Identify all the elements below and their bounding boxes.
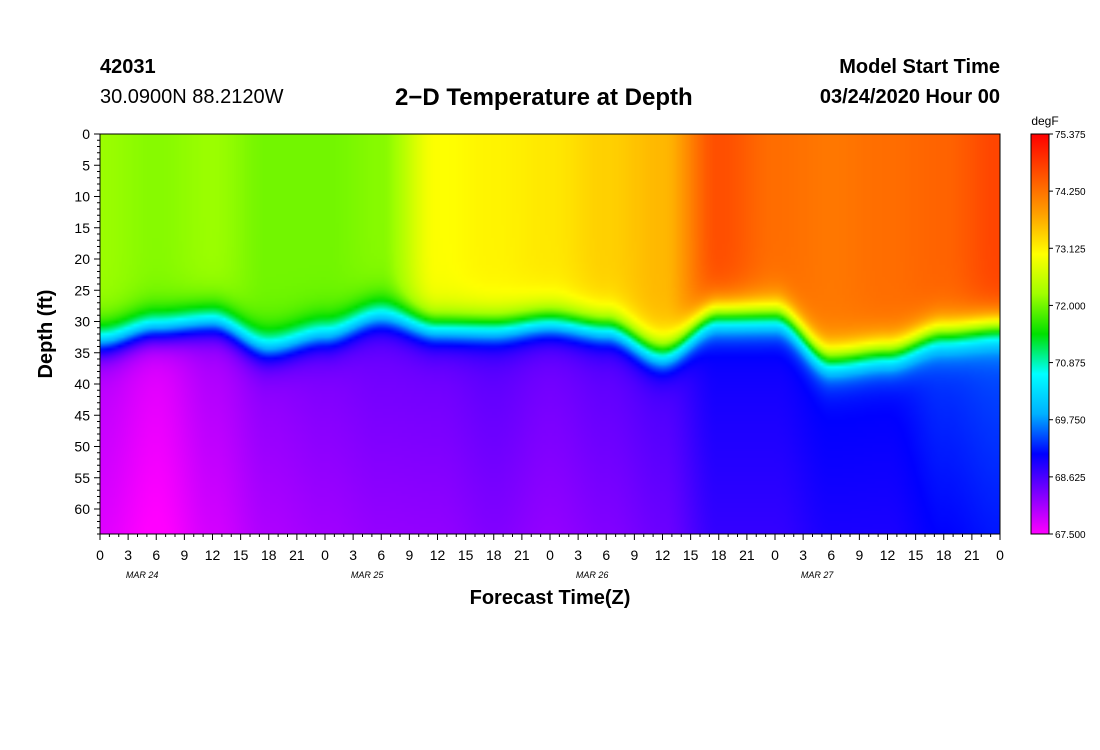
x-tick-label: 15 xyxy=(458,547,474,563)
day-label: MAR 26 xyxy=(576,570,609,580)
model-start-value: 03/24/2020 Hour 00 xyxy=(819,86,1000,108)
colorbar-tick-label: 75.375 xyxy=(1055,130,1086,141)
y-tick-label: 60 xyxy=(74,501,90,517)
y-tick-label: 25 xyxy=(74,282,90,298)
y-tick-label: 45 xyxy=(74,407,90,423)
heatmap-plot-area xyxy=(100,134,1000,534)
x-tick-label: 21 xyxy=(964,547,980,563)
x-tick-label: 18 xyxy=(486,547,502,563)
day-label: MAR 25 xyxy=(351,570,385,580)
x-tick-label: 15 xyxy=(908,547,924,563)
x-tick-label: 9 xyxy=(630,547,638,563)
colorbar-tick-label: 67.500 xyxy=(1055,530,1086,541)
day-label: MAR 24 xyxy=(126,570,159,580)
x-tick-label: 6 xyxy=(827,547,835,563)
colorbar-tick-label: 74.250 xyxy=(1055,187,1086,198)
y-tick-label: 5 xyxy=(82,157,90,173)
y-tick-label: 35 xyxy=(74,345,90,361)
x-tick-label: 3 xyxy=(799,547,807,563)
x-tick-label: 9 xyxy=(855,547,863,563)
station-coordinates: 30.0900N 88.2120W xyxy=(100,86,284,108)
x-axis-label: Forecast Time(Z) xyxy=(470,587,631,609)
x-tick-label: 3 xyxy=(349,547,357,563)
x-tick-label: 21 xyxy=(739,547,755,563)
x-tick-label: 18 xyxy=(711,547,727,563)
y-tick-label: 10 xyxy=(74,189,90,205)
y-tick-label: 50 xyxy=(74,439,90,455)
x-tick-label: 18 xyxy=(936,547,952,563)
x-tick-label: 6 xyxy=(602,547,610,563)
colorbar: 75.375 74.250 73.125 72.000 70.875 69.750 68.6… xyxy=(1030,130,1086,541)
x-tick-label: 6 xyxy=(152,547,160,563)
model-start-label: Model Start Time xyxy=(839,56,1000,78)
x-tick-label: 6 xyxy=(377,547,385,563)
x-tick-label: 15 xyxy=(233,547,249,563)
heatmap-canvas xyxy=(100,134,1000,534)
x-tick-label: 3 xyxy=(574,547,582,563)
x-tick-label: 9 xyxy=(405,547,413,563)
station-id: 42031 xyxy=(100,56,156,78)
x-tick-label: 9 xyxy=(180,547,188,563)
colorbar-tick-label: 70.875 xyxy=(1055,359,1086,370)
x-tick-label: 21 xyxy=(514,547,530,563)
x-tick-label: 21 xyxy=(289,547,305,563)
y-tick-label: 15 xyxy=(74,220,90,236)
x-tick-label: 12 xyxy=(880,547,896,563)
y-tick-label: 20 xyxy=(74,251,90,267)
x-axis: 0 3 6 9 12 15 18 21 0 3 6 9 12 15 18 21 0 3 6 9 12 15 18 21 0 3 6 9… xyxy=(96,534,1004,580)
y-tick-label: 30 xyxy=(74,314,90,330)
colorbar-tick-label: 69.750 xyxy=(1055,416,1086,427)
x-tick-label: 0 xyxy=(546,547,554,563)
x-tick-label: 3 xyxy=(124,547,132,563)
page-title: 2−D Temperature at Depth xyxy=(395,84,693,111)
colorbar-tick-label: 72.000 xyxy=(1055,301,1086,312)
colorbar-unit-label: degF xyxy=(1031,114,1058,128)
y-tick-label: 0 xyxy=(82,126,90,142)
y-tick-label: 55 xyxy=(74,470,90,486)
y-axis-label: Depth (ft) xyxy=(35,290,57,379)
x-tick-label: 15 xyxy=(683,547,699,563)
colorbar-scale xyxy=(1030,133,1050,535)
x-tick-label: 0 xyxy=(96,547,104,563)
colorbar-tick-label: 68.625 xyxy=(1055,473,1086,484)
colorbar-tick-label: 73.125 xyxy=(1055,244,1086,255)
x-tick-label: 0 xyxy=(996,547,1004,563)
x-tick-label: 0 xyxy=(321,547,329,563)
x-tick-label: 12 xyxy=(430,547,446,563)
x-tick-label: 12 xyxy=(655,547,671,563)
day-label: MAR 27 xyxy=(801,570,835,580)
x-tick-label: 18 xyxy=(261,547,277,563)
y-tick-label: 40 xyxy=(74,376,90,392)
x-tick-label: 12 xyxy=(205,547,221,563)
x-tick-label: 0 xyxy=(771,547,779,563)
y-axis: 0 5 10 15 20 25 30 35 40 45 50 55 60 xyxy=(74,126,100,535)
